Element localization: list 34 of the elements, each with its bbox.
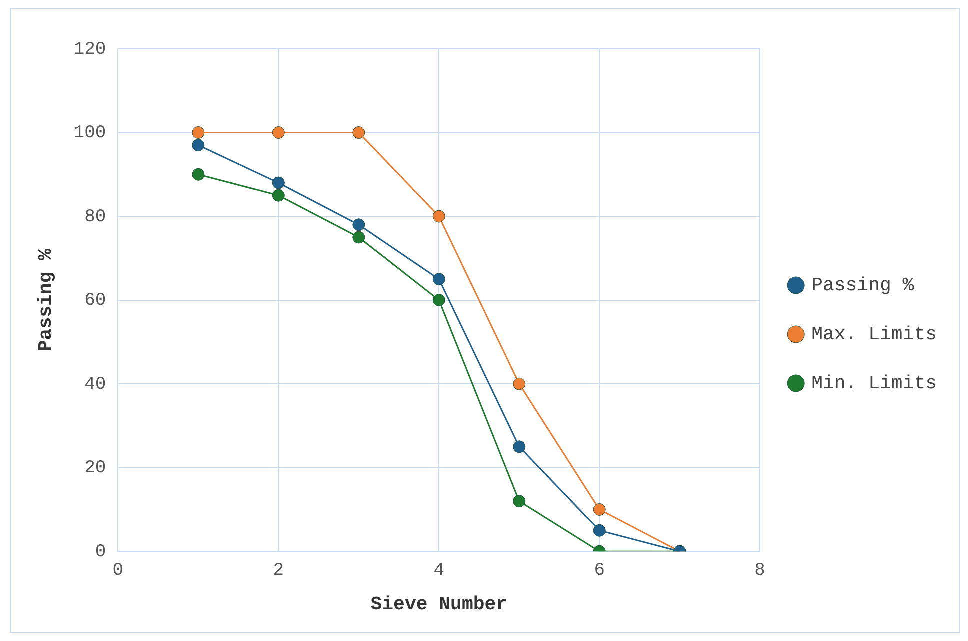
point bbox=[513, 495, 526, 508]
point bbox=[192, 168, 205, 181]
point bbox=[352, 231, 366, 244]
point bbox=[192, 126, 205, 140]
legend-label: Min. Limits bbox=[812, 372, 937, 395]
point bbox=[593, 524, 606, 537]
y-tick-label: 100 bbox=[74, 124, 106, 144]
point bbox=[513, 378, 526, 390]
y-tick-label: 120 bbox=[74, 40, 106, 60]
legend-label: Passing % bbox=[812, 274, 915, 297]
y-tick-label: 80 bbox=[84, 207, 106, 228]
point bbox=[272, 176, 285, 190]
x-axis-title: Sieve Number bbox=[370, 593, 508, 616]
y-tick-label: 60 bbox=[84, 291, 106, 312]
point bbox=[513, 440, 526, 454]
point bbox=[352, 218, 366, 232]
x-tick-label: 4 bbox=[434, 561, 445, 582]
point bbox=[432, 210, 446, 223]
y-tick-label: 0 bbox=[95, 542, 106, 562]
point bbox=[272, 126, 285, 140]
point bbox=[432, 294, 446, 307]
point bbox=[432, 273, 446, 286]
x-tick-label: 6 bbox=[594, 561, 606, 582]
y-tick-label: 20 bbox=[84, 458, 106, 479]
point bbox=[272, 189, 285, 202]
point bbox=[593, 503, 606, 516]
y-tick-label: 40 bbox=[84, 374, 106, 395]
x-tick-label: 8 bbox=[754, 561, 766, 582]
legend-label: Max. Limits bbox=[812, 324, 937, 346]
y-axis-title: Passing % bbox=[35, 248, 58, 352]
point bbox=[352, 126, 366, 140]
point bbox=[192, 139, 205, 152]
x-tick-label: 2 bbox=[273, 561, 284, 582]
x-tick-label: 0 bbox=[112, 561, 124, 582]
